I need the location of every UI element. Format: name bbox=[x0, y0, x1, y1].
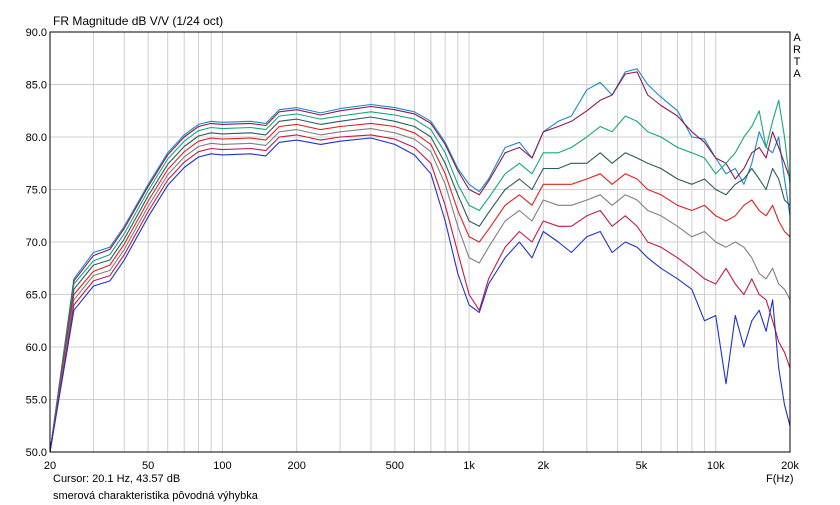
y-tick-label: 90.0 bbox=[26, 27, 47, 39]
x-tick-label: 100 bbox=[213, 460, 231, 472]
chart-title: FR Magnitude dB V/V (1/24 oct) bbox=[53, 14, 224, 28]
plot-border bbox=[49, 31, 791, 453]
x-tick-label: 20k bbox=[781, 460, 799, 472]
x-tick-label: 50 bbox=[142, 460, 154, 472]
x-tick-label: 10k bbox=[707, 460, 725, 472]
y-tick-labels: 90.0 85.0 80.0 75.0 70.0 65.0 60.0 55.0 50.0 bbox=[26, 27, 47, 459]
brand-letter: T bbox=[793, 56, 801, 68]
series-layer bbox=[49, 68, 791, 453]
series-line bbox=[49, 122, 791, 453]
series-line bbox=[49, 128, 791, 453]
measurement-note: smerová charakteristika pôvodná výhybka bbox=[53, 490, 258, 502]
x-axis-label: F(Hz) bbox=[766, 473, 794, 485]
arta-brand-label: A R T A bbox=[791, 32, 803, 80]
y-tick-label: 85.0 bbox=[26, 80, 47, 92]
series-line bbox=[49, 99, 791, 453]
x-tick-label: 1k bbox=[463, 460, 475, 472]
y-tick-label: 55.0 bbox=[26, 395, 47, 407]
x-tick-label: 20 bbox=[44, 460, 56, 472]
y-tick-label: 65.0 bbox=[26, 290, 47, 302]
series-line bbox=[49, 134, 791, 453]
grid-lines bbox=[50, 32, 790, 452]
y-tick-label: 70.0 bbox=[26, 237, 47, 249]
y-tick-label: 75.0 bbox=[26, 185, 47, 197]
brand-letter: A bbox=[793, 32, 801, 44]
series-line bbox=[49, 116, 791, 453]
x-tick-label: 500 bbox=[386, 460, 404, 472]
brand-letter: A bbox=[793, 68, 801, 80]
cursor-readout: Cursor: 20.1 Hz, 43.57 dB bbox=[53, 473, 181, 485]
x-tick-label: 200 bbox=[287, 460, 305, 472]
series-line bbox=[49, 68, 791, 453]
x-tick-label: 2k bbox=[538, 460, 550, 472]
y-tick-label: 60.0 bbox=[26, 342, 47, 354]
y-tick-label: 80.0 bbox=[26, 132, 47, 144]
series-line bbox=[49, 71, 791, 453]
x-tick-label: 5k bbox=[636, 460, 648, 472]
series-line bbox=[49, 137, 791, 453]
brand-letter: R bbox=[793, 44, 801, 56]
x-tick-labels: 20 50 100 200 500 1k 2k 5k 10k 20k bbox=[44, 460, 799, 472]
y-tick-label: 50.0 bbox=[26, 447, 47, 459]
